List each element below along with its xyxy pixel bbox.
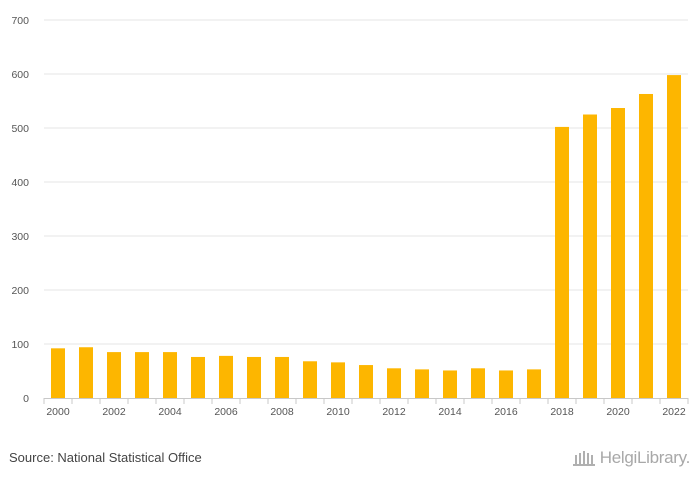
bar-2014 [443,370,457,398]
bar-2009 [303,361,317,398]
x-tick-label: 2008 [270,406,294,418]
bars [51,75,681,399]
logo-text: HelgiLibrary. [599,448,691,467]
x-tick-label: 2006 [214,406,238,418]
y-tick-label: 200 [11,285,29,297]
x-tick-label: 2020 [606,406,630,418]
y-tick-label: 100 [11,339,29,351]
bar-2001 [79,347,93,398]
x-tick-label: 2004 [158,406,182,418]
bar-2005 [191,356,205,398]
y-tick-label: 600 [11,69,29,81]
bar-2002 [107,352,121,398]
bar-2007 [247,356,261,398]
x-tick-label: 2016 [494,406,518,418]
gridlines [44,19,688,345]
bar-2011 [359,365,373,398]
y-tick-label: 0 [23,393,29,405]
bar-2000 [51,348,65,398]
bar-2008 [275,356,289,398]
x-axis-ticks: 2000 2002 2004 2006 2008 2010 2012 2014 2016 2018… [43,398,689,418]
y-tick-label: 700 [11,15,29,27]
x-tick-label: 2000 [46,406,70,418]
x-tick-label: 2010 [326,406,350,418]
x-tick-label: 2012 [382,406,406,418]
bar-2018 [555,126,569,399]
y-tick-label: 500 [11,123,29,135]
bar-2022 [667,75,681,398]
library-building-icon [572,451,595,466]
x-tick-label: 2022 [662,406,686,418]
x-tick-label: 2014 [438,406,462,418]
x-tick-label: 2002 [102,406,126,418]
bar-2006 [219,355,233,398]
bar-2013 [415,369,429,398]
x-tick-label: 2018 [550,406,574,418]
bar-2017 [527,369,541,398]
bar-2004 [163,352,177,398]
bar-2020 [611,108,625,399]
bar-2012 [387,368,401,398]
y-tick-label: 400 [11,177,29,189]
y-axis-ticks: 0 100 200 300 400 500 600 700 [11,15,29,405]
bar-2016 [499,370,513,398]
bar-2015 [471,368,485,398]
source-note: Source: National Statistical Office [9,450,202,465]
y-tick-label: 300 [11,231,29,243]
bar-2003 [135,352,149,398]
helgilibrary-logo: HelgiLibrary. [572,448,690,468]
bar-2021 [639,93,653,398]
bar-2019 [583,114,597,398]
bar-2010 [331,362,345,398]
